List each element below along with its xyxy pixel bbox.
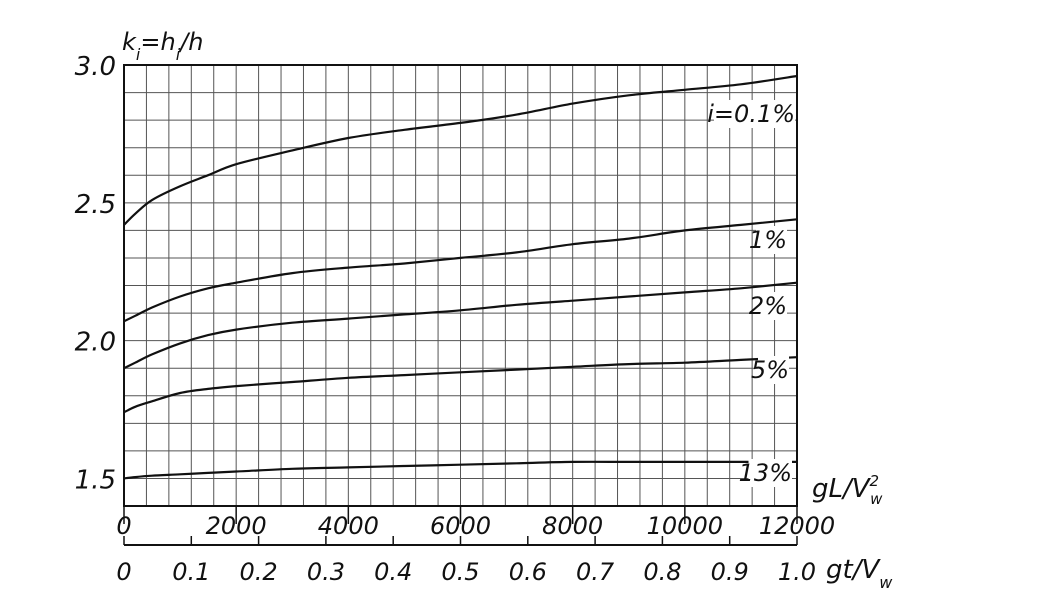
series-label-bg: [756, 226, 787, 254]
series-line-0: [123, 74, 798, 226]
y-tick-label: 2.5: [75, 190, 116, 220]
series-line-2: [123, 281, 798, 370]
x-bottom-tick-label: 0.7: [576, 558, 615, 586]
axis-layer: 1.5 2.0 2.5 3.0ki=hi/h 0 2000 4000 6000 8000 1000…: [75, 28, 894, 590]
x-bottom-axis-label: gt/Vw: [826, 555, 893, 590]
x-bottom-tick-label: 0.3: [307, 558, 345, 586]
x-bottom-tick-label: 0.5: [441, 558, 479, 586]
series-layer: [123, 74, 798, 480]
series-label-bg: [756, 292, 787, 320]
series-label-bg: [748, 459, 792, 487]
y-tick-label: 2.0: [75, 328, 116, 358]
x-bottom-tick-label: 1.0: [778, 558, 816, 586]
x-top-axis-label: gL/V2 w: [812, 472, 883, 508]
x-bottom-tick-label: 0.2: [240, 558, 278, 586]
series-line-1: [123, 218, 798, 323]
x-top-tick-label: 4000: [318, 512, 379, 540]
series-line-3: [123, 356, 798, 414]
x-bottom-tick-label: 0.4: [374, 558, 412, 586]
x-bottom-tick-label: 0: [116, 558, 131, 586]
y-axis-label: ki=hi/h: [122, 28, 203, 64]
series-line-4: [123, 460, 797, 480]
x-bottom-tick-label: 0.6: [509, 558, 547, 586]
series-label-3: 5%: [751, 356, 789, 384]
x-top-tick-label: 6000: [430, 512, 491, 540]
label-layer: i=0.1% 1% 2% 5% 13%: [707, 100, 795, 487]
series-label-bg: [714, 100, 795, 128]
series-label-bg: [758, 356, 789, 384]
x-top-tick-label: 8000: [542, 512, 603, 540]
y-tick-label: 1.5: [75, 465, 116, 495]
x-bottom-tick-label: 0.8: [643, 558, 681, 586]
x-bottom-tick-label: 0.1: [172, 558, 210, 586]
x-top-tick-label: 0: [116, 512, 131, 540]
x-bottom-tick-label: 0.9: [711, 558, 749, 586]
series-label-2: 2%: [749, 292, 787, 320]
x-top-tick-label: 12000: [759, 512, 835, 540]
x-top-tick-label: 2000: [206, 512, 267, 540]
series-label-4: 13%: [739, 459, 792, 487]
x-top-tick-label: 10000: [647, 512, 723, 540]
series-label-0: i=0.1%: [707, 100, 795, 128]
series-label-1: 1%: [749, 226, 787, 254]
y-tick-label: 3.0: [75, 52, 116, 82]
